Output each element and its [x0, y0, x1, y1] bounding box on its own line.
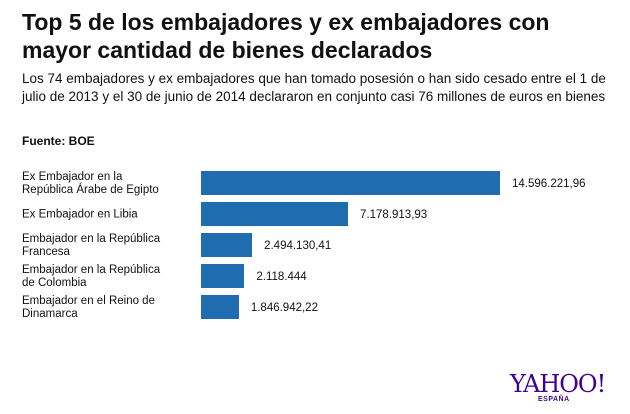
bar [201, 233, 253, 257]
bar [201, 264, 245, 288]
bar-row: Ex Embajador en la República Árabe de Eg… [0, 168, 630, 199]
value-label: 1.846.942,22 [250, 301, 318, 314]
bar [201, 202, 349, 226]
category-label: Ex Embajador en la República Árabe de Eg… [22, 170, 159, 196]
bar-row: Embajador en la República de Colombia 2.1… [0, 261, 630, 292]
plot: Ex Embajador en la República Árabe de Eg… [0, 168, 630, 323]
category-label: Embajador en la República Francesa [22, 232, 161, 258]
logo: YAHOO! [510, 370, 606, 398]
chart-title: Top 5 de los embajadores y ex embajadore… [22, 9, 550, 63]
logo-sub: ESPAÑA [538, 396, 570, 403]
category-label: Embajador en el Reino de Dinamarca [22, 294, 155, 320]
value-label: 2.118.444 [256, 270, 307, 283]
category-label: Embajador en la República de Colombia [22, 263, 161, 289]
value-label: 2.494.130,41 [264, 239, 332, 252]
bar-row: Embajador en la República Francesa 2.494.… [0, 230, 630, 261]
bar-row: Embajador en el Reino de Dinamarca 1.846.… [0, 292, 630, 323]
value-label: 14.596.221,96 [512, 177, 586, 190]
category-label: Ex Embajador en Libia [22, 208, 138, 220]
bar-row: Ex Embajador en Libia 7.178.913,93 [0, 199, 630, 230]
chart-subtitle: Los 74 embajadores y ex embajadores que … [22, 71, 606, 104]
source: Fuente: BOE [22, 134, 95, 148]
bar [201, 171, 500, 195]
value-label: 7.178.913,93 [360, 208, 428, 221]
bar [201, 295, 239, 319]
